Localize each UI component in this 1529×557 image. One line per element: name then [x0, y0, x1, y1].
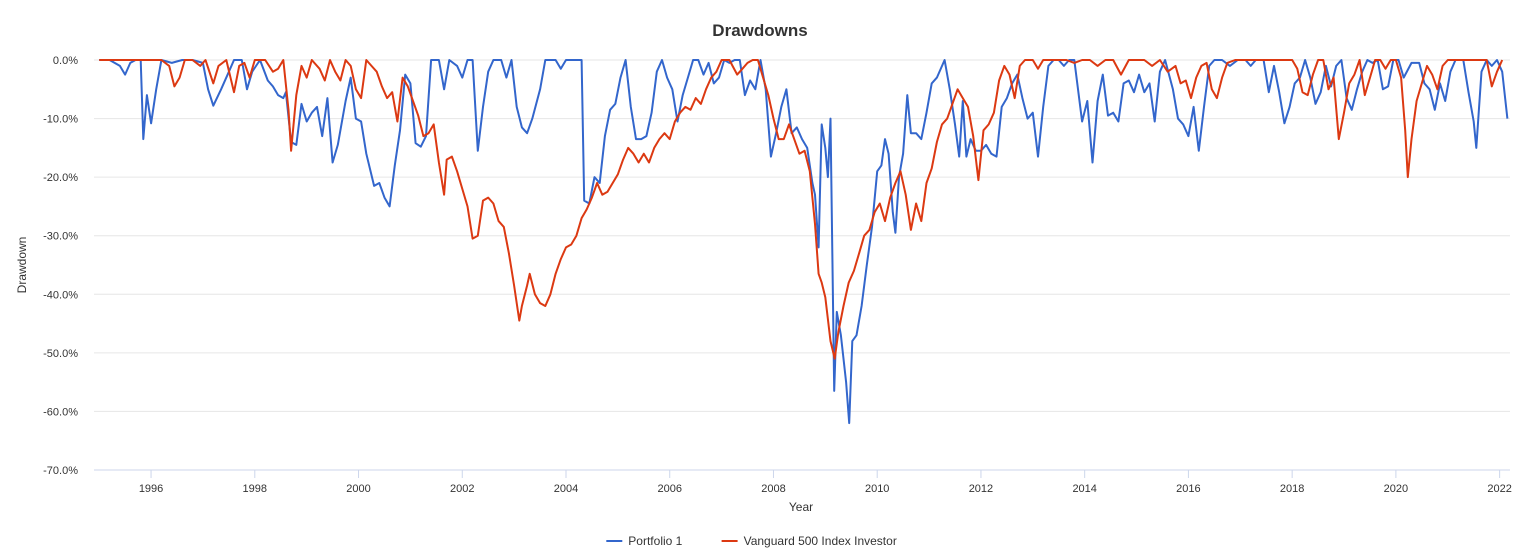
x-tick-label: 2010	[865, 483, 889, 495]
x-tick-label: 2004	[554, 483, 578, 495]
x-tick-label: 2016	[1176, 483, 1200, 495]
series-line-2	[99, 59, 1504, 360]
y-tick-label: -10.0%	[43, 114, 78, 126]
y-tick-label: -50.0%	[43, 348, 78, 360]
legend-label[interactable]: Vanguard 500 Index Investor	[744, 534, 897, 548]
x-tick-label: 2020	[1384, 483, 1408, 495]
x-tick-label: 2018	[1280, 483, 1304, 495]
y-tick-label: -40.0%	[43, 289, 78, 301]
x-tick-label: 2008	[761, 483, 785, 495]
x-tick-label: 2014	[1072, 483, 1096, 495]
x-tick-label: 1998	[243, 483, 267, 495]
y-axis-title: Drawdown	[15, 237, 29, 294]
y-axis-tick-labels: 0.0% -10.0% -20.0% -30.0% -40.0% -50.0% -60.0%…	[43, 55, 78, 477]
x-tick-label: 2006	[657, 483, 681, 495]
chart-title: Drawdowns	[712, 21, 807, 40]
x-tick-label: 2002	[450, 483, 474, 495]
x-axis-ticks: 1996 1998 2000 2002 2004 2006 2008 2010 2012 2014…	[139, 470, 1512, 495]
y-tick-label: -30.0%	[43, 231, 78, 243]
x-tick-label: 2012	[969, 483, 993, 495]
legend: Portfolio 1 Vanguard 500 Index Investor	[606, 534, 897, 548]
x-tick-label: 2022	[1487, 483, 1511, 495]
x-tick-label: 2000	[346, 483, 370, 495]
legend-label[interactable]: Portfolio 1	[628, 534, 682, 548]
x-tick-label: 1996	[139, 483, 163, 495]
y-tick-label: -20.0%	[43, 172, 78, 184]
y-tick-label: 0.0%	[53, 55, 78, 67]
series-line-1	[99, 59, 1509, 425]
y-tick-label: -70.0%	[43, 465, 78, 477]
y-tick-label: -60.0%	[43, 406, 78, 418]
x-axis-title: Year	[789, 500, 813, 514]
series-lines	[99, 59, 1509, 425]
